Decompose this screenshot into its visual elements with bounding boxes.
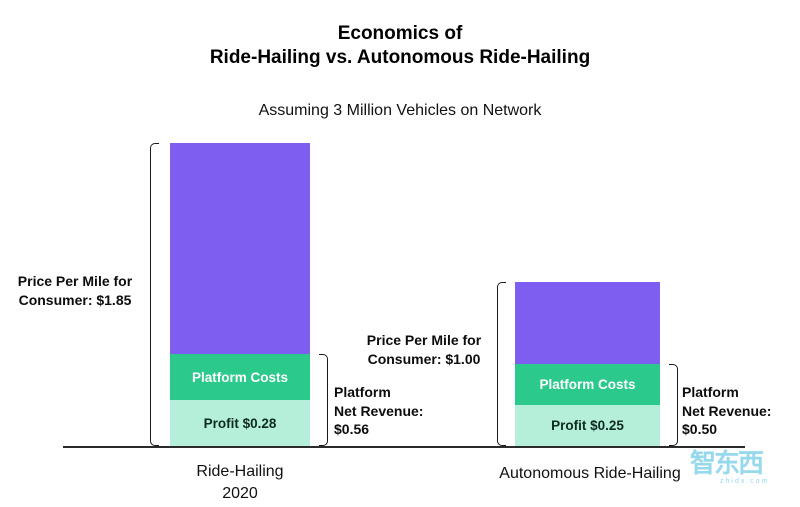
price-label-line2: Consumer: $1.00 xyxy=(367,351,481,367)
net-revenue-line3: $0.56 xyxy=(334,421,370,437)
net-revenue-line1: Platform xyxy=(682,384,739,400)
price-bracket-autonomous xyxy=(497,282,506,446)
net-revenue-label-autonomous: Platform Net Revenue: $0.50 xyxy=(682,383,794,439)
net-revenue-line1: Platform xyxy=(334,384,391,400)
chart-title-line2: Ride-Hailing vs. Autonomous Ride-Hailing xyxy=(209,47,591,68)
price-label-line1: Price Per Mile for xyxy=(17,273,133,289)
price-per-mile-label-ride-hailing: Price Per Mile for Consumer: $1.85 xyxy=(2,272,148,310)
chart-subtitle: Assuming 3 Million Vehicles on Network xyxy=(258,102,542,119)
platform-costs-label: Platform Costs xyxy=(539,377,636,393)
price-label-line1: Price Per Mile for xyxy=(366,332,482,348)
net-revenue-line2: Net Revenue: xyxy=(334,402,424,419)
price-bracket-ride-hailing xyxy=(150,142,159,446)
category-label-autonomous: Autonomous Ride-Hailing xyxy=(430,463,750,485)
x-axis-line xyxy=(63,446,745,448)
category-line1: Autonomous Ride-Hailing xyxy=(499,465,681,482)
bar-autonomous-ride-hailing: Platform Costs Profit $0.25 xyxy=(515,282,660,446)
chart-title: Economics of Ride-Hailing vs. Autonomous… xyxy=(0,22,800,70)
net-revenue-line3: $0.50 xyxy=(682,421,718,437)
segment-consumer-price-remainder xyxy=(515,282,660,365)
profit-label: Profit $0.25 xyxy=(551,417,624,433)
segment-profit: Profit $0.28 xyxy=(170,400,310,446)
platform-costs-label: Platform Costs xyxy=(191,369,289,385)
price-label-line2: Consumer: $1.85 xyxy=(18,292,132,308)
category-line2: 2020 xyxy=(222,485,258,502)
chart-title-line1: Economics of xyxy=(337,23,463,44)
net-revenue-line2: Net Revenue: xyxy=(682,402,772,419)
net-revenue-bracket-ride-hailing xyxy=(319,354,328,446)
profit-label: Profit $0.28 xyxy=(203,415,277,431)
category-label-ride-hailing: Ride-Hailing 2020 xyxy=(155,461,325,505)
segment-platform-costs: Platform Costs xyxy=(515,364,660,406)
segment-profit: Profit $0.25 xyxy=(515,405,660,446)
net-revenue-label-ride-hailing: Platform Net Revenue: $0.56 xyxy=(334,383,446,439)
net-revenue-bracket-autonomous xyxy=(669,364,678,446)
category-line1: Ride-Hailing xyxy=(196,463,284,480)
segment-consumer-price-remainder xyxy=(170,142,310,355)
segment-platform-costs: Platform Costs xyxy=(170,354,310,401)
price-per-mile-label-autonomous: Price Per Mile for Consumer: $1.00 xyxy=(354,331,494,369)
bar-ride-hailing-2020: Platform Costs Profit $0.28 xyxy=(170,142,310,446)
